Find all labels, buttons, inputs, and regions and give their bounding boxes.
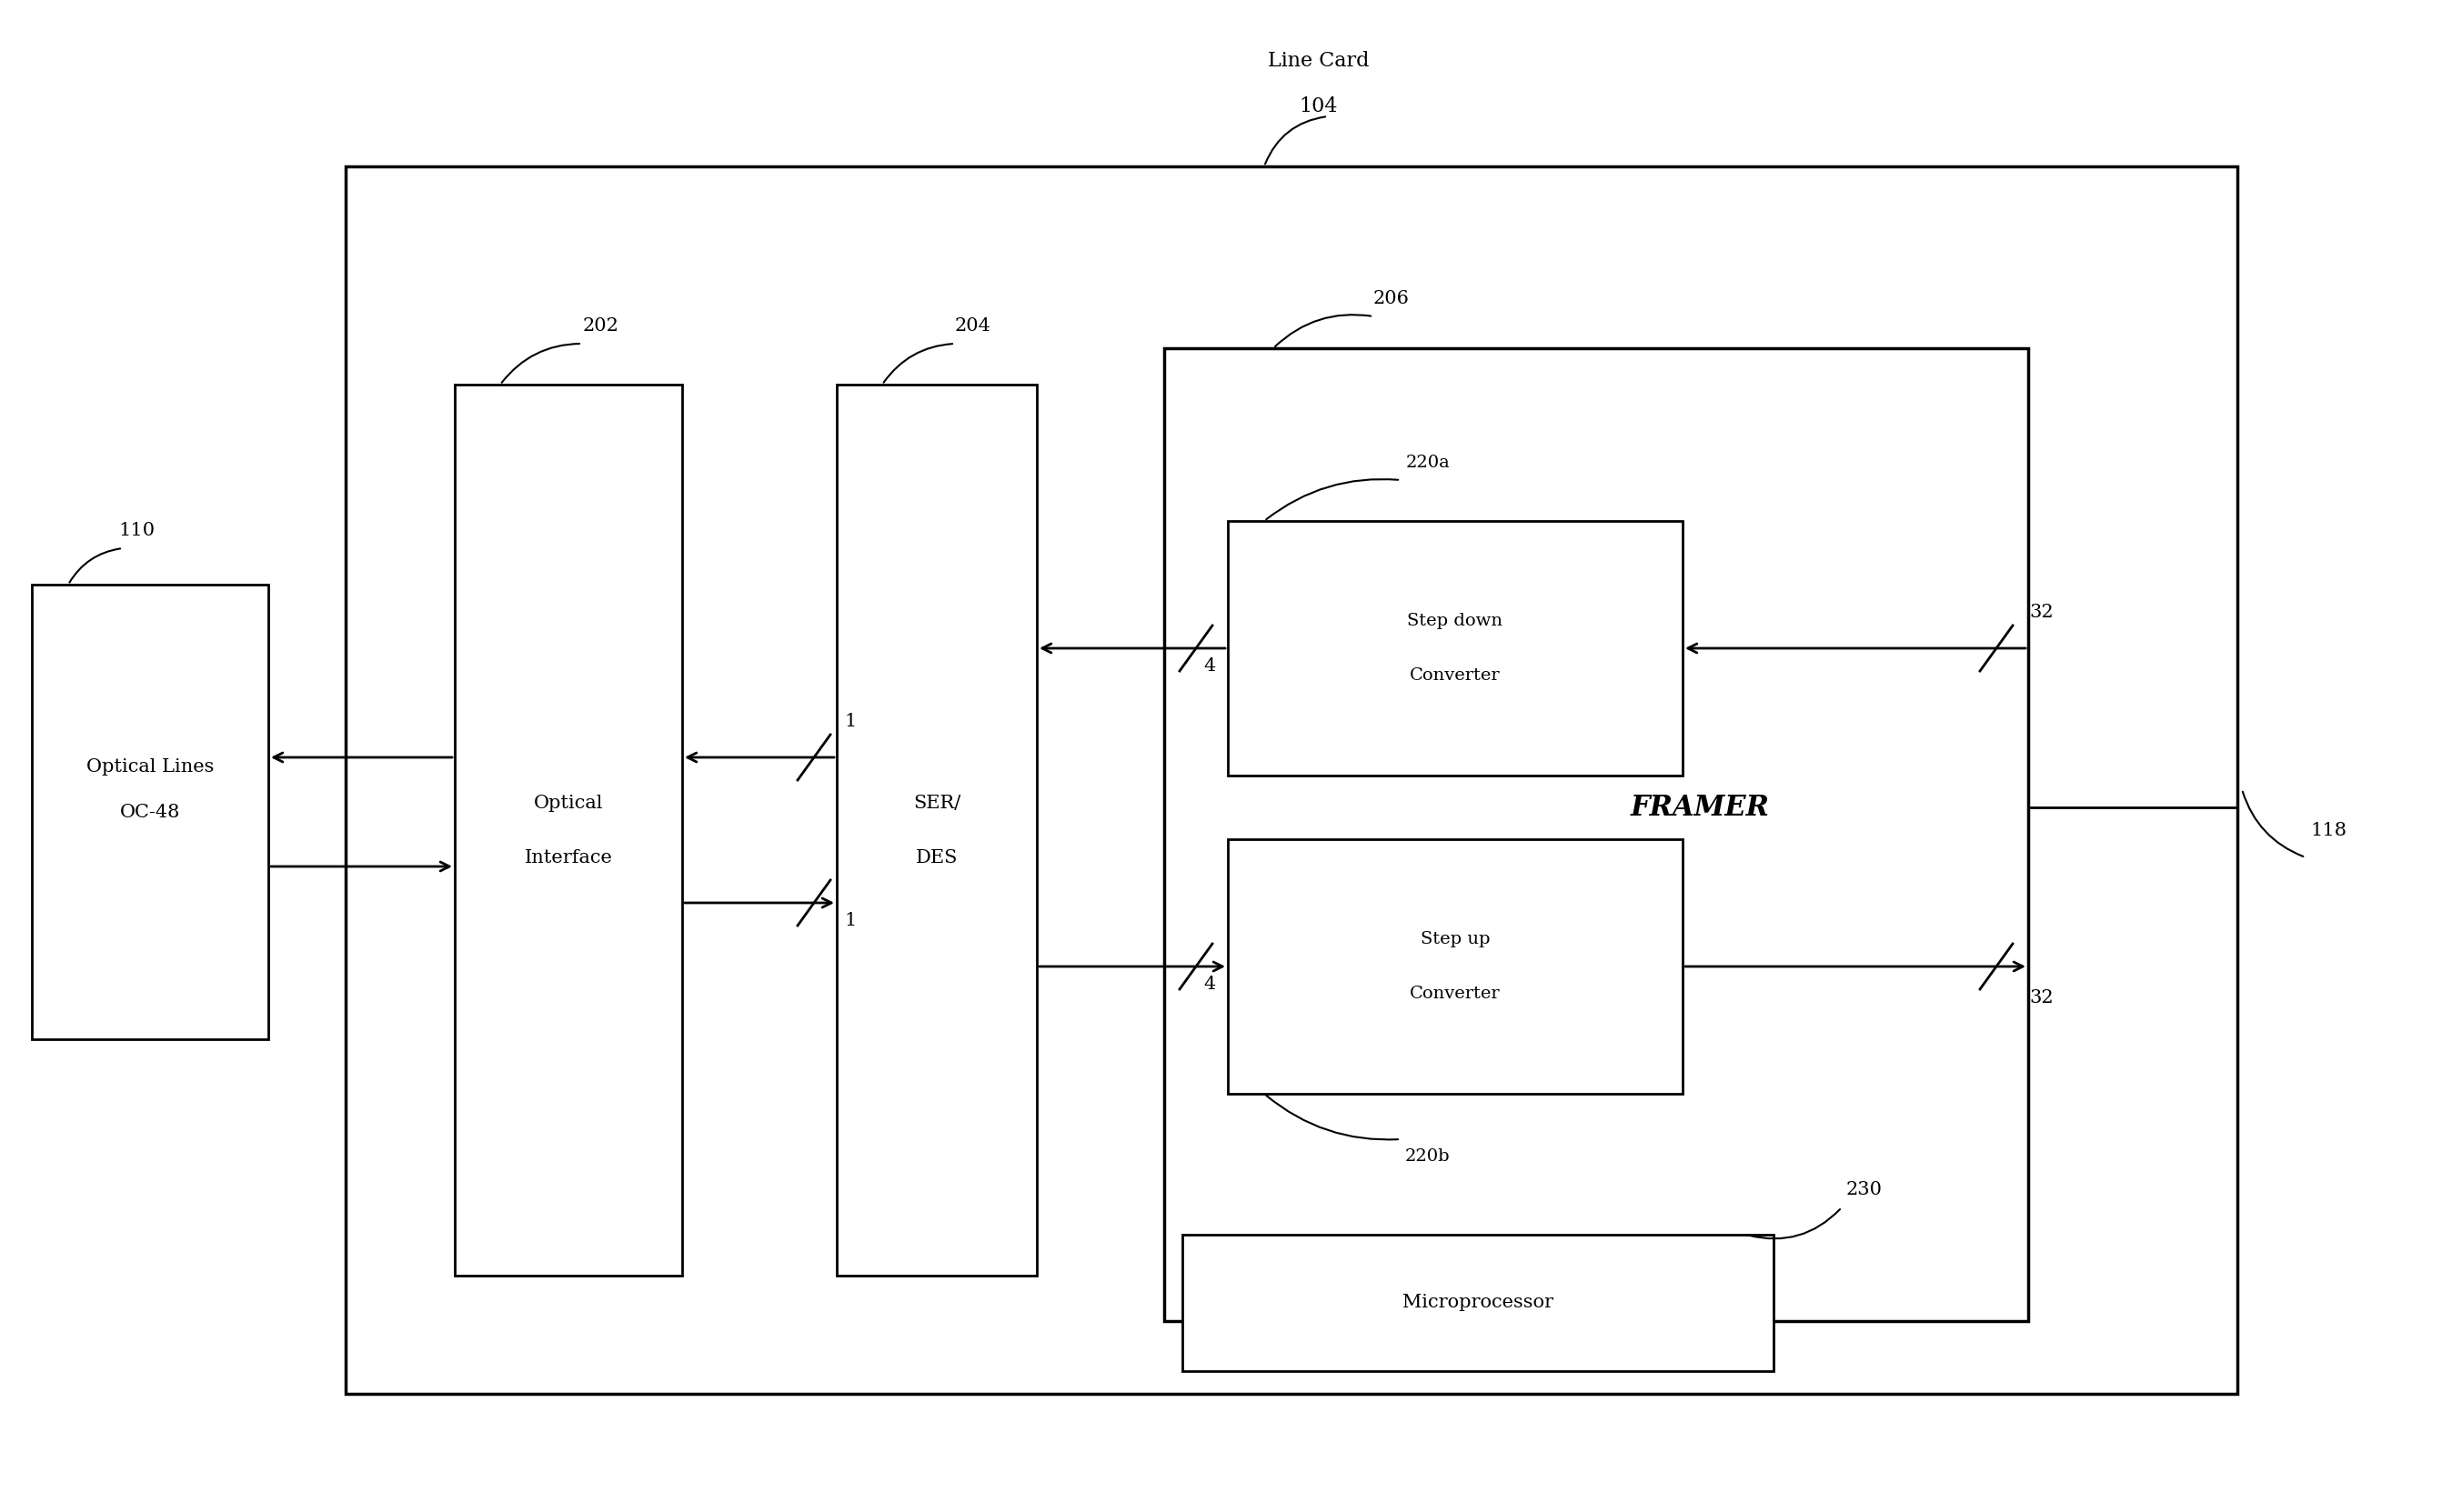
Text: Optical Lines: Optical Lines [85, 758, 215, 776]
Text: 202: 202 [581, 318, 618, 334]
Text: 104: 104 [1299, 97, 1338, 116]
Text: Interface: Interface [525, 848, 613, 866]
FancyBboxPatch shape [838, 384, 1038, 1276]
Text: 220b: 220b [1404, 1148, 1451, 1164]
Text: 4: 4 [1204, 975, 1216, 993]
Text: FRAMER: FRAMER [1631, 794, 1770, 821]
Text: Microprocessor: Microprocessor [1402, 1294, 1553, 1311]
Text: 4: 4 [1204, 658, 1216, 674]
Text: DES: DES [916, 848, 957, 866]
FancyBboxPatch shape [1165, 348, 2029, 1321]
Text: 206: 206 [1372, 290, 1409, 307]
Text: 220a: 220a [1407, 455, 1451, 470]
Text: SER/: SER/ [913, 794, 960, 812]
FancyBboxPatch shape [32, 585, 269, 1039]
Text: Line Card: Line Card [1267, 51, 1370, 71]
Text: 32: 32 [2029, 603, 2054, 621]
Text: Optical: Optical [535, 794, 603, 812]
Text: 230: 230 [1846, 1181, 1883, 1199]
Text: 32: 32 [2029, 989, 2054, 1007]
Text: 110: 110 [117, 522, 154, 540]
FancyBboxPatch shape [1228, 522, 1683, 776]
Text: Converter: Converter [1409, 986, 1499, 1002]
Text: 118: 118 [2310, 821, 2347, 839]
Text: Step down: Step down [1407, 612, 1502, 629]
Text: 204: 204 [955, 318, 991, 334]
Text: OC-48: OC-48 [120, 803, 181, 821]
FancyBboxPatch shape [1228, 839, 1683, 1093]
FancyBboxPatch shape [454, 384, 681, 1276]
Text: 1: 1 [845, 912, 857, 930]
FancyBboxPatch shape [1182, 1235, 1773, 1371]
Text: 1: 1 [845, 712, 857, 730]
Text: Converter: Converter [1409, 667, 1499, 683]
FancyBboxPatch shape [347, 166, 2237, 1394]
Text: Step up: Step up [1421, 931, 1490, 948]
